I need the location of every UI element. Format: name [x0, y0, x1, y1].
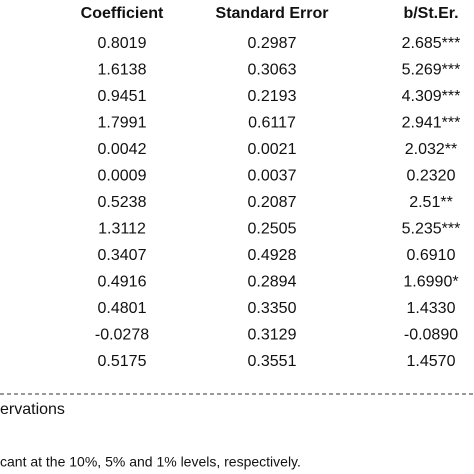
table-cell: -0.0278	[95, 327, 149, 344]
footnote: cant at the 10%, 5% and 1% levels, respe…	[0, 454, 301, 470]
table-cell: 0.4928	[248, 247, 297, 264]
observations-label: ervations	[0, 401, 65, 418]
table-cell: 1.4570	[407, 353, 456, 370]
table-cell: 0.3063	[248, 62, 297, 79]
table-cell: 0.3350	[248, 300, 297, 317]
column-header: b/St.Er.	[403, 5, 458, 22]
table-cell: 5.235***	[402, 221, 461, 238]
table-cell: 0.5175	[98, 353, 147, 370]
table-cell: 0.6910	[407, 247, 456, 264]
table-cell: 0.2087	[248, 194, 297, 211]
table-cell: 0.6117	[248, 115, 296, 132]
table-cell: -0.0890	[404, 327, 458, 344]
table-cell: 2.941***	[402, 115, 461, 132]
table-cell: 2.51**	[409, 194, 453, 211]
table-cell: 1.6990*	[403, 274, 458, 291]
table-cell: 0.5238	[98, 194, 147, 211]
table-cell: 1.3112	[98, 221, 146, 238]
column-header: Standard Error	[216, 5, 329, 22]
table-cell: 0.9451	[98, 88, 147, 105]
table-cell: 0.2987	[248, 35, 297, 52]
table-cell: 0.3551	[248, 353, 297, 370]
table-cell: 0.2193	[248, 88, 297, 105]
table-cell: 2.032**	[405, 141, 458, 158]
table-cell: 0.2505	[248, 221, 297, 238]
table-cell: 0.4916	[98, 274, 147, 291]
table-cell: 1.7991	[98, 115, 147, 132]
table-cell: 0.0042	[98, 141, 147, 158]
table-cell: 4.309***	[402, 88, 461, 105]
table-cell: 0.0021	[248, 141, 297, 158]
table-cell: 2.685***	[402, 35, 461, 52]
table-cell: 0.8019	[98, 35, 147, 52]
table-cell: 1.6138	[98, 62, 147, 79]
table-cell: 0.3407	[98, 247, 147, 264]
table-cell: 1.4330	[407, 300, 456, 317]
table-cell: 0.3129	[248, 327, 297, 344]
table-cell: 0.2320	[407, 168, 456, 185]
table-cell: 0.4801	[98, 300, 147, 317]
table-cell: 0.2894	[248, 274, 297, 291]
table-cell: 0.0009	[98, 168, 147, 185]
table-cell: 0.0037	[248, 168, 297, 185]
table-cell: 5.269***	[402, 62, 461, 79]
column-header: Coefficient	[81, 5, 164, 22]
